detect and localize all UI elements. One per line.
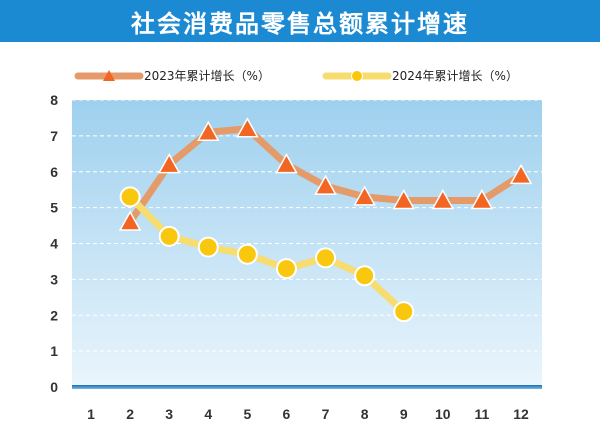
y-tick-label: 1 xyxy=(50,343,58,359)
legend: 2023年累计增长（%） 2024年累计增长（%） xyxy=(74,69,518,83)
x-tick-label: 5 xyxy=(243,406,251,422)
x-tick-label: 10 xyxy=(435,406,451,422)
data-point-triangle xyxy=(353,185,376,206)
data-point-triangle xyxy=(314,174,337,195)
data-point-triangle xyxy=(509,163,533,185)
data-point-triangle xyxy=(118,210,142,231)
legend-marker-triangle xyxy=(103,70,115,81)
x-tick-label: 12 xyxy=(513,406,529,422)
data-point-triangle xyxy=(275,153,298,174)
x-tick-label: 8 xyxy=(361,406,369,422)
data-point-circle xyxy=(275,258,297,280)
data-point-triangle xyxy=(392,188,416,210)
data-point-circle xyxy=(119,186,141,208)
data-point-circle xyxy=(197,236,219,258)
data-point-circle xyxy=(354,265,376,287)
legend-item-2023: 2023年累计增长（%） xyxy=(74,69,270,83)
data-point-triangle xyxy=(196,120,220,142)
y-tick-label: 8 xyxy=(50,92,58,108)
y-tick-label: 5 xyxy=(50,200,58,216)
x-tick-label: 9 xyxy=(400,406,408,422)
legend-label: 2024年累计增长（%） xyxy=(392,69,518,83)
y-tick-label: 4 xyxy=(50,236,58,252)
x-axis: 1 2 3 4 5 6 7 8 9 10 11 12 xyxy=(87,406,529,422)
data-point-circle xyxy=(315,247,337,269)
legend-marker-circle xyxy=(351,70,363,82)
chart-title: 社会消费品零售总额累计增速 xyxy=(131,9,469,38)
series-layer xyxy=(118,117,533,323)
data-point-circle xyxy=(158,225,180,247)
data-point-triangle xyxy=(431,188,455,210)
data-point-triangle xyxy=(236,117,259,138)
y-tick-label: 3 xyxy=(50,271,58,287)
y-tick-label: 7 xyxy=(50,128,58,144)
legend-item-2024: 2024年累计增长（%） xyxy=(322,69,518,83)
data-point-triangle xyxy=(470,188,494,210)
y-tick-label: 0 xyxy=(50,379,58,395)
x-tick-label: 4 xyxy=(204,406,212,422)
series-2023 xyxy=(118,117,533,231)
x-tick-label: 7 xyxy=(322,406,330,422)
x-tick-label: 3 xyxy=(165,406,173,422)
series-2024 xyxy=(119,186,415,323)
x-tick-label: 6 xyxy=(283,406,291,422)
y-tick-label: 6 xyxy=(50,164,58,180)
data-point-triangle xyxy=(157,153,181,174)
x-tick-label: 11 xyxy=(475,406,490,422)
title-bar: 社会消费品零售总额累计增速 xyxy=(0,0,600,42)
data-point-circle xyxy=(393,301,415,323)
x-axis-line xyxy=(72,385,542,389)
legend-label: 2023年累计增长（%） xyxy=(144,69,270,83)
data-point-circle xyxy=(236,243,258,265)
x-tick-label: 1 xyxy=(87,406,95,422)
y-tick-label: 2 xyxy=(50,307,58,323)
gridlines xyxy=(72,99,542,352)
y-axis: 0 1 2 3 4 5 6 7 8 xyxy=(50,92,58,395)
x-tick-label: 2 xyxy=(126,406,134,422)
